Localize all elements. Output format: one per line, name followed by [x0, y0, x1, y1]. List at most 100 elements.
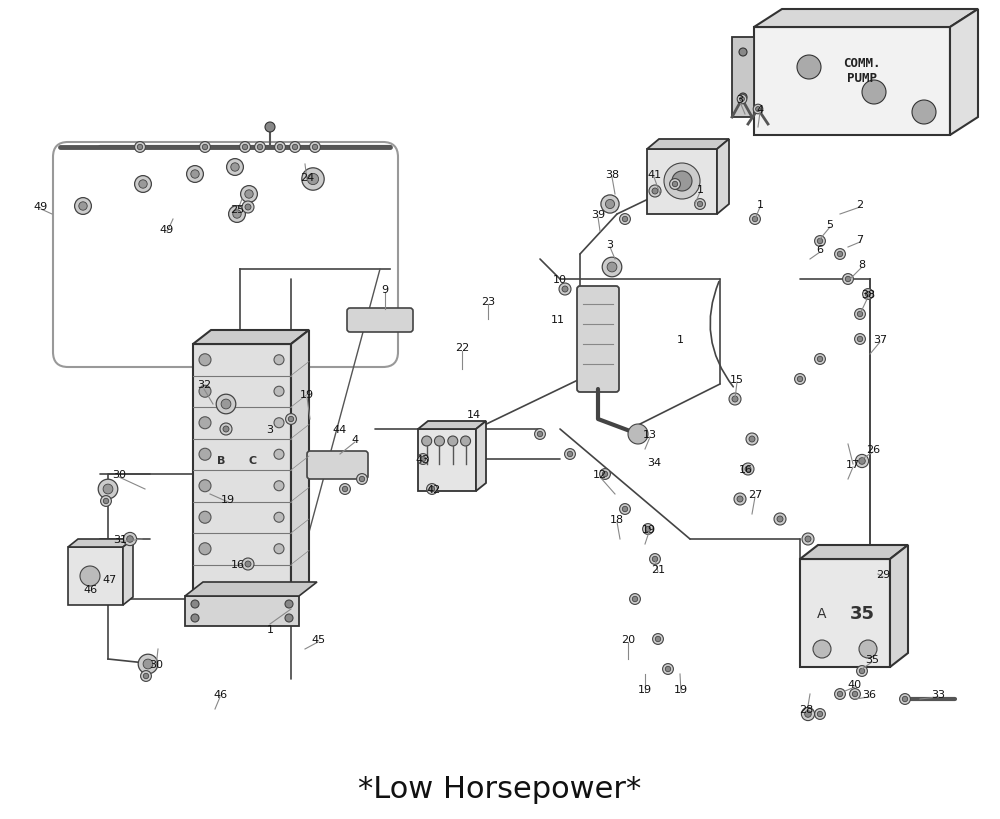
Text: 45: 45: [311, 634, 325, 645]
Text: B: B: [217, 455, 225, 465]
Circle shape: [632, 596, 638, 602]
Polygon shape: [647, 140, 729, 150]
Polygon shape: [291, 331, 309, 596]
Circle shape: [859, 668, 865, 674]
Circle shape: [138, 654, 158, 674]
Text: 38: 38: [605, 170, 619, 180]
Circle shape: [191, 614, 199, 622]
Circle shape: [602, 258, 622, 278]
Text: 26: 26: [866, 445, 880, 455]
Circle shape: [737, 496, 743, 502]
Polygon shape: [800, 545, 908, 559]
Text: 11: 11: [551, 314, 565, 324]
Circle shape: [670, 179, 680, 190]
Circle shape: [135, 176, 151, 193]
Circle shape: [241, 187, 257, 203]
Circle shape: [427, 484, 437, 495]
Circle shape: [191, 170, 199, 179]
Circle shape: [835, 689, 845, 699]
Circle shape: [274, 419, 284, 428]
Text: 9: 9: [381, 285, 389, 295]
Circle shape: [257, 145, 263, 151]
Polygon shape: [890, 545, 908, 667]
Circle shape: [79, 202, 87, 211]
Polygon shape: [732, 38, 754, 118]
Text: 39: 39: [591, 210, 605, 219]
Circle shape: [199, 386, 211, 398]
Polygon shape: [193, 331, 309, 345]
Text: 23: 23: [481, 296, 495, 306]
Circle shape: [139, 180, 147, 189]
Text: 1: 1: [757, 200, 764, 210]
Circle shape: [643, 524, 653, 535]
Text: 35: 35: [865, 654, 879, 664]
Circle shape: [98, 480, 118, 500]
Circle shape: [805, 711, 811, 717]
Circle shape: [777, 516, 783, 523]
Circle shape: [75, 198, 91, 215]
Circle shape: [672, 182, 678, 188]
FancyBboxPatch shape: [577, 287, 619, 392]
Circle shape: [191, 600, 199, 609]
Text: 2: 2: [856, 200, 864, 210]
FancyBboxPatch shape: [307, 451, 368, 479]
Circle shape: [835, 249, 845, 260]
Text: 16: 16: [739, 464, 753, 474]
Circle shape: [187, 166, 203, 183]
Polygon shape: [717, 140, 729, 215]
Circle shape: [652, 557, 658, 562]
Text: 19: 19: [642, 524, 656, 534]
Circle shape: [265, 123, 275, 133]
Circle shape: [231, 164, 239, 172]
Bar: [800, 559, 890, 667]
Circle shape: [802, 533, 814, 545]
Circle shape: [223, 427, 229, 432]
Circle shape: [199, 512, 211, 523]
Circle shape: [216, 395, 236, 414]
Circle shape: [749, 437, 755, 442]
Circle shape: [900, 694, 910, 704]
Text: 3: 3: [606, 240, 614, 250]
Text: 19: 19: [300, 390, 314, 400]
Text: 10: 10: [553, 274, 567, 285]
Circle shape: [817, 239, 823, 244]
Bar: [647, 150, 717, 215]
Circle shape: [357, 474, 367, 485]
Circle shape: [274, 482, 284, 491]
Circle shape: [630, 594, 640, 604]
Circle shape: [815, 354, 825, 365]
Text: 19: 19: [674, 684, 688, 695]
Circle shape: [752, 217, 758, 223]
Circle shape: [695, 199, 705, 210]
Circle shape: [245, 191, 253, 199]
Text: A: A: [817, 606, 827, 620]
Circle shape: [857, 312, 863, 317]
Circle shape: [805, 536, 811, 542]
Circle shape: [817, 712, 823, 717]
Text: 49: 49: [34, 201, 48, 212]
Circle shape: [199, 480, 211, 492]
Circle shape: [202, 145, 208, 151]
Circle shape: [123, 532, 137, 546]
Circle shape: [734, 493, 746, 505]
Text: 19: 19: [221, 495, 235, 505]
Text: C: C: [249, 455, 257, 465]
Circle shape: [902, 696, 908, 702]
Circle shape: [227, 160, 243, 176]
Circle shape: [559, 283, 571, 296]
Circle shape: [285, 614, 293, 622]
Circle shape: [859, 458, 865, 464]
Text: 5: 5: [826, 219, 834, 229]
Circle shape: [420, 457, 426, 462]
Circle shape: [535, 429, 545, 440]
Circle shape: [739, 49, 747, 57]
Circle shape: [290, 143, 300, 153]
Circle shape: [302, 169, 324, 191]
Text: 1: 1: [267, 624, 274, 634]
Circle shape: [143, 659, 153, 669]
Circle shape: [306, 173, 320, 187]
Text: COMM.
PUMP: COMM. PUMP: [843, 57, 881, 85]
Circle shape: [200, 143, 210, 153]
Circle shape: [620, 215, 630, 225]
Circle shape: [220, 423, 232, 436]
